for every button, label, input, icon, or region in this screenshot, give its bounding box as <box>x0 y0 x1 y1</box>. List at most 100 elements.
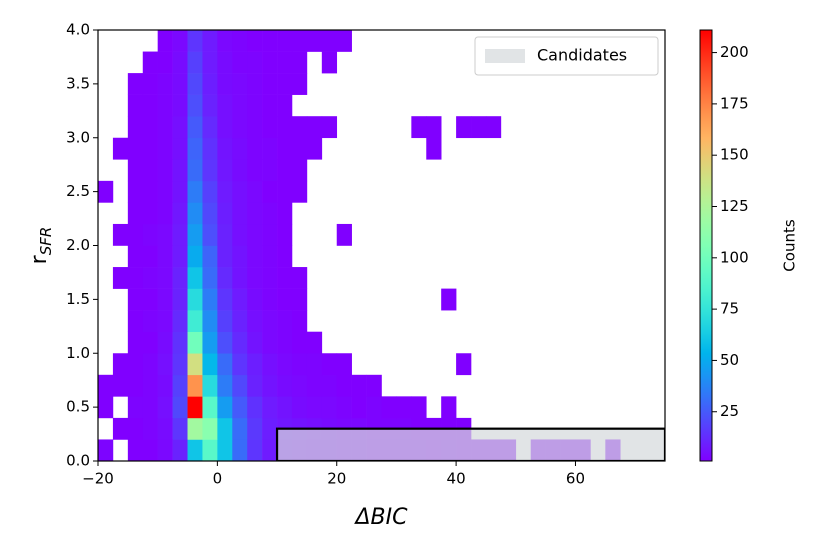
cell <box>486 224 501 246</box>
cell <box>352 224 367 246</box>
cell <box>382 52 397 74</box>
cell <box>112 417 129 440</box>
cell <box>382 267 397 289</box>
cell <box>575 267 590 289</box>
cell <box>127 267 144 289</box>
cell <box>98 202 113 224</box>
cell <box>411 138 426 160</box>
cell <box>575 73 590 95</box>
cell <box>382 224 397 246</box>
cell <box>486 159 501 181</box>
cell <box>262 417 278 440</box>
cell <box>142 94 158 117</box>
cell <box>426 246 441 268</box>
cell <box>426 137 442 160</box>
cell <box>322 138 337 160</box>
colorbar <box>699 29 713 462</box>
cell <box>232 159 248 182</box>
cell <box>411 30 426 52</box>
cell <box>561 332 576 354</box>
legend-swatch <box>485 49 525 63</box>
cell <box>456 202 471 224</box>
cell <box>98 310 113 332</box>
cell <box>307 310 322 332</box>
cell <box>590 396 605 418</box>
cell <box>322 246 337 268</box>
cell <box>187 30 203 52</box>
x-tick-label: 0 <box>213 470 223 488</box>
cell <box>247 202 263 225</box>
cell <box>142 288 158 311</box>
cell <box>172 202 188 225</box>
cell <box>501 267 516 289</box>
cell <box>590 73 605 95</box>
cell <box>202 439 218 461</box>
cell <box>471 289 486 311</box>
cell <box>650 310 665 332</box>
cell <box>531 202 546 224</box>
cell <box>471 267 486 289</box>
cell <box>352 246 367 268</box>
cell <box>277 94 293 117</box>
cell <box>217 267 233 289</box>
cell <box>217 159 233 182</box>
cell <box>157 30 173 52</box>
cell <box>605 116 620 138</box>
cell <box>336 223 352 246</box>
cell <box>620 202 635 224</box>
cell <box>367 159 382 181</box>
y-tick-label: 0.5 <box>66 398 90 416</box>
cell <box>635 95 650 117</box>
cell <box>172 396 188 419</box>
cell <box>187 353 203 376</box>
cell <box>471 159 486 181</box>
cell <box>486 246 501 268</box>
cell <box>337 52 352 74</box>
cell <box>486 138 501 160</box>
cell <box>247 245 263 268</box>
cell <box>411 181 426 203</box>
cell <box>486 289 501 311</box>
cell <box>561 95 576 117</box>
cell <box>291 116 308 139</box>
cell <box>306 374 323 397</box>
cell <box>202 51 218 74</box>
cell <box>426 202 441 224</box>
cell <box>441 332 456 354</box>
cell <box>501 375 516 397</box>
cell <box>471 138 486 160</box>
cell <box>352 181 367 203</box>
x-tick-label: 60 <box>566 470 585 488</box>
cell <box>411 375 426 397</box>
cell <box>411 396 427 419</box>
cell <box>142 396 158 419</box>
cell <box>456 52 471 74</box>
cell <box>367 30 382 52</box>
cell <box>590 181 605 203</box>
cell <box>546 138 561 160</box>
colorbar-tick-label: 150 <box>720 146 749 164</box>
cell <box>98 418 113 440</box>
cell <box>98 289 113 311</box>
cell <box>277 353 293 376</box>
cell <box>187 310 203 332</box>
cell <box>635 332 650 354</box>
cell <box>142 137 158 160</box>
cell <box>590 310 605 332</box>
cell <box>650 353 665 375</box>
cell <box>262 245 278 268</box>
cell <box>142 223 158 246</box>
cell <box>426 116 442 139</box>
cell <box>635 289 650 311</box>
cell <box>202 94 218 117</box>
cell <box>187 51 203 74</box>
cell <box>501 73 516 95</box>
cell <box>232 180 248 203</box>
cell <box>202 374 218 397</box>
cell <box>456 181 471 203</box>
cell <box>322 332 337 354</box>
cell <box>441 138 456 160</box>
cell <box>367 181 382 203</box>
cell <box>411 224 426 246</box>
